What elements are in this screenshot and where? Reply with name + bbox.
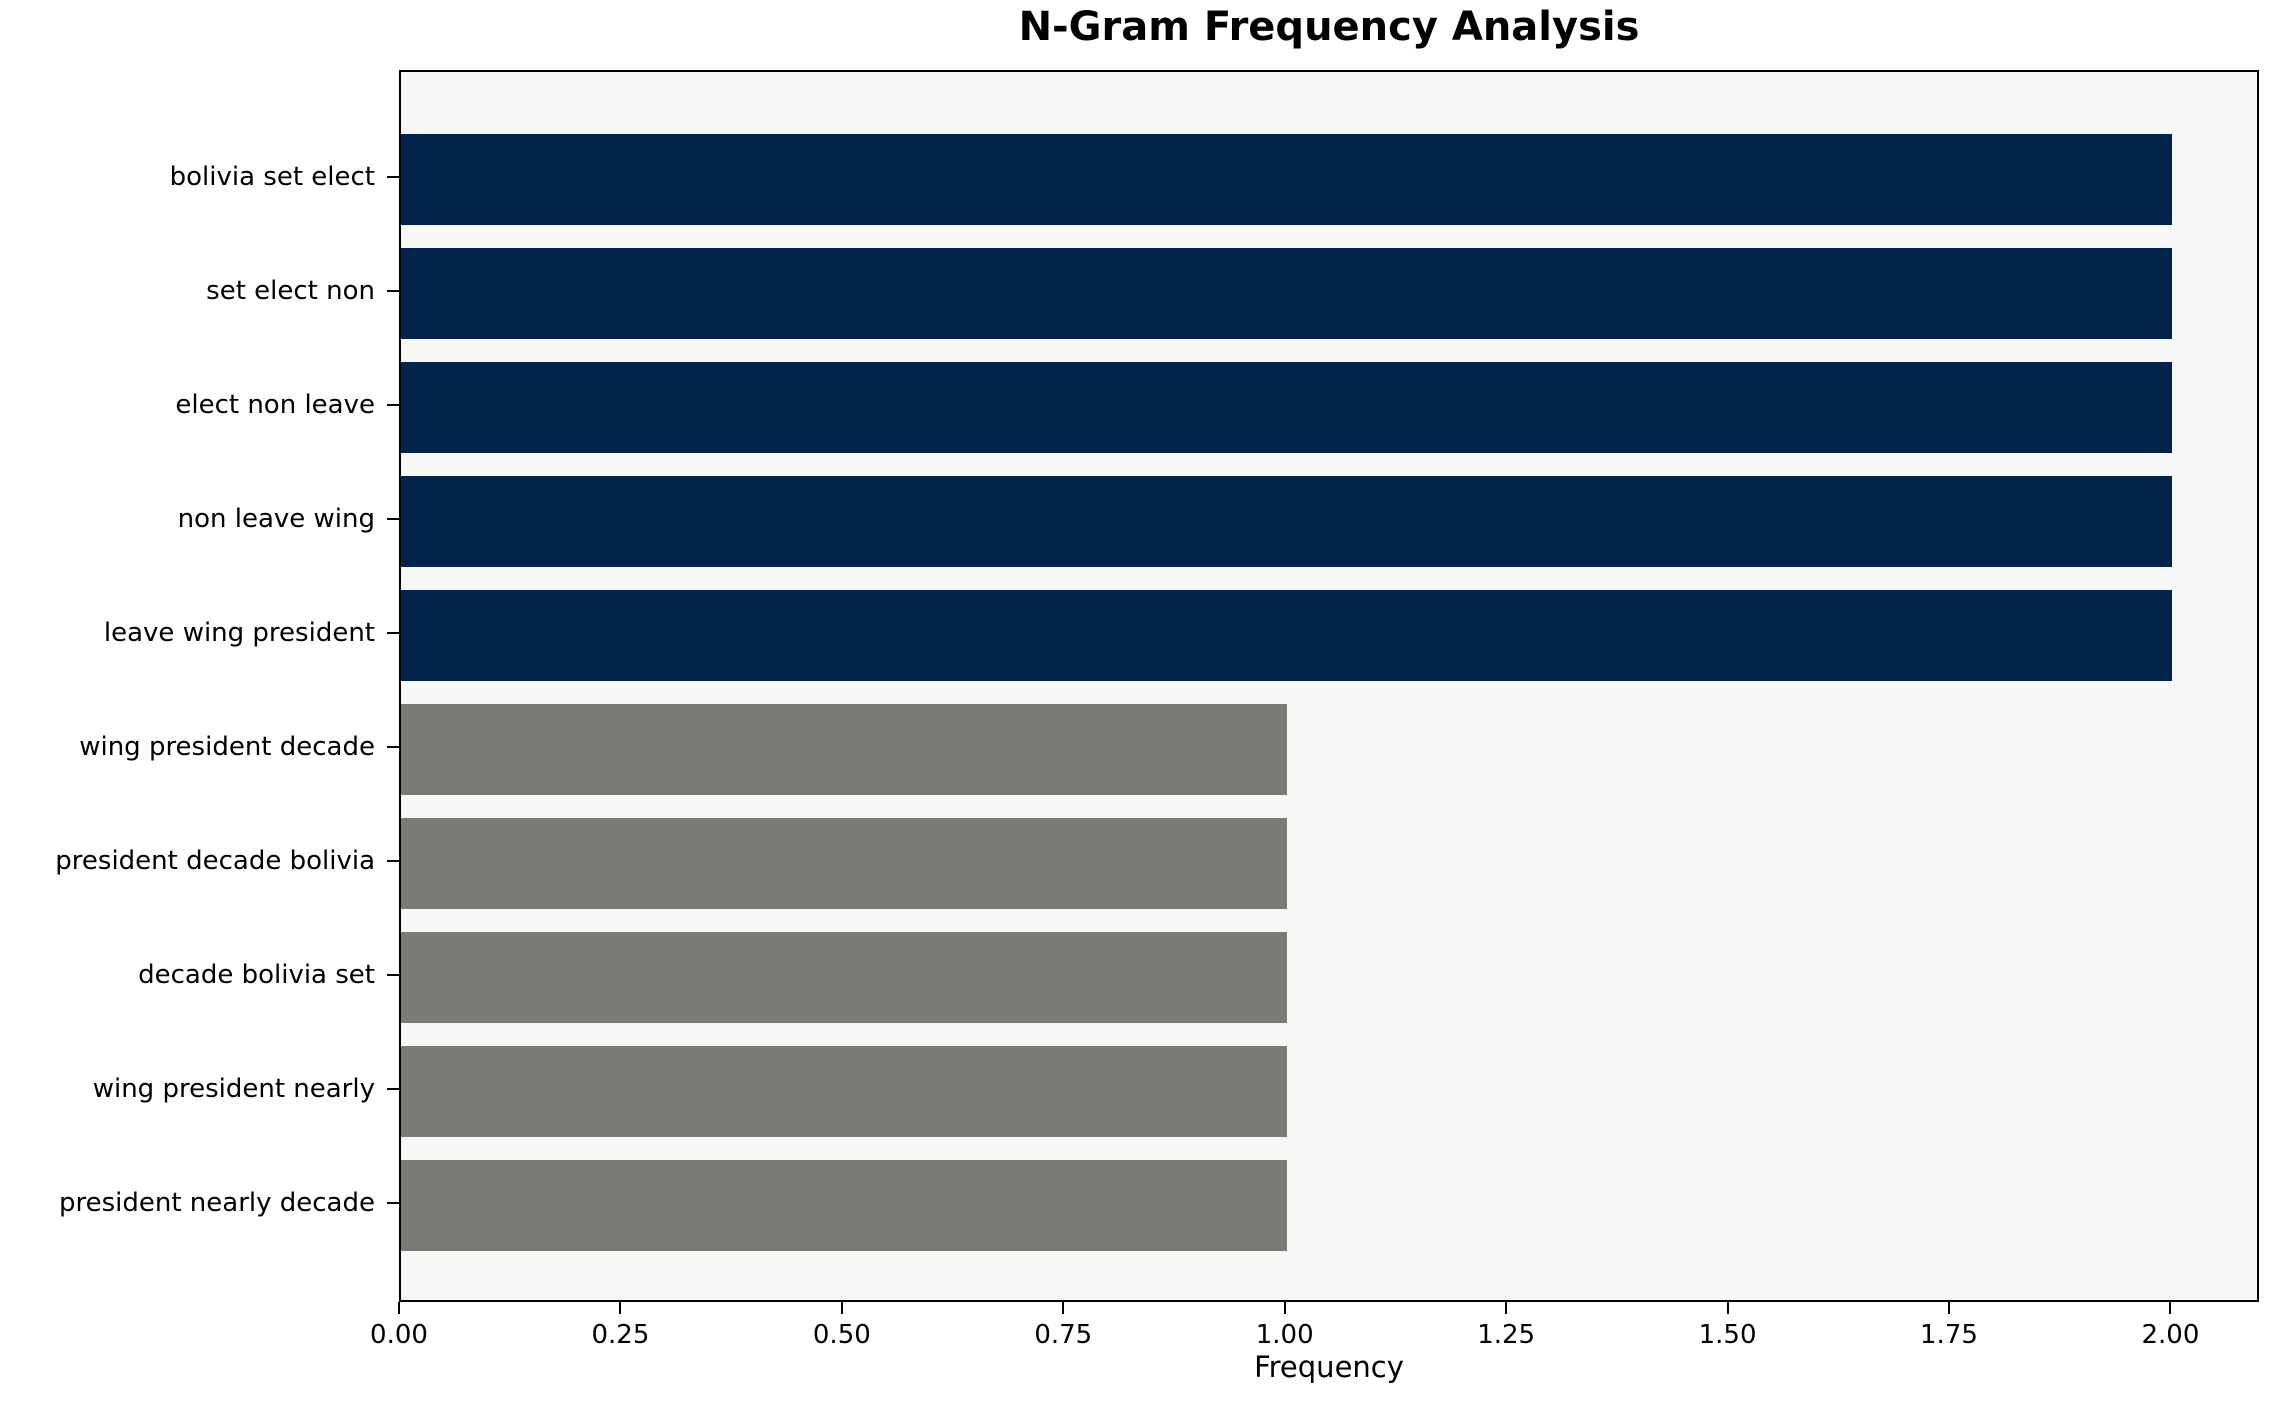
- y-tick-label: decade bolivia set: [138, 960, 375, 990]
- y-tick-mark: [387, 518, 399, 520]
- y-tick-label: president nearly decade: [58, 1188, 375, 1218]
- x-tick-mark: [1062, 1302, 1065, 1314]
- x-tick-label: 1.75: [1920, 1320, 1978, 1350]
- y-tick-mark: [387, 1202, 399, 1204]
- y-tick-mark: [387, 176, 399, 178]
- x-tick-label: 0.75: [1034, 1320, 1093, 1350]
- bar: [401, 931, 1287, 1023]
- y-tick-label: non leave wing: [177, 504, 375, 534]
- x-tick-mark: [1726, 1302, 1729, 1314]
- x-tick-mark: [619, 1302, 622, 1314]
- x-tick-label: 0.25: [591, 1320, 650, 1350]
- x-tick-mark: [840, 1302, 843, 1314]
- x-tick-label: 2.00: [2141, 1320, 2200, 1350]
- bar: [401, 133, 2173, 225]
- x-tick-mark: [2169, 1302, 2172, 1314]
- plot-area: [399, 70, 2259, 1302]
- x-tick-label: 1.00: [1255, 1320, 1314, 1350]
- y-tick-mark: [387, 632, 399, 634]
- y-tick-label: bolivia set elect: [169, 162, 375, 192]
- y-tick-mark: [387, 746, 399, 748]
- y-tick-mark: [387, 1088, 399, 1090]
- y-tick-mark: [387, 974, 399, 976]
- y-tick-label: wing president decade: [79, 732, 375, 762]
- y-tick-label: leave wing president: [103, 618, 375, 648]
- x-tick-label: 1.50: [1698, 1320, 1757, 1350]
- y-tick-label: wing president nearly: [92, 1074, 375, 1104]
- y-tick-label: elect non leave: [175, 390, 375, 420]
- chart-title: N-Gram Frequency Analysis: [1018, 4, 1640, 50]
- bar: [401, 589, 2173, 681]
- x-tick-label: 1.25: [1477, 1320, 1536, 1350]
- bar: [401, 817, 1287, 909]
- bar: [401, 361, 2173, 453]
- bar: [401, 1159, 1287, 1251]
- x-tick-mark: [1283, 1302, 1286, 1314]
- y-tick-mark: [387, 290, 399, 292]
- x-tick-mark: [1505, 1302, 1508, 1314]
- y-tick-label: president decade bolivia: [55, 846, 375, 876]
- y-tick-mark: [387, 404, 399, 406]
- bar: [401, 247, 2173, 339]
- bar: [401, 1045, 1287, 1137]
- y-tick-label: set elect non: [206, 276, 375, 306]
- x-tick-mark: [398, 1302, 400, 1314]
- x-tick-mark: [1948, 1302, 1950, 1314]
- x-tick-label: 0.50: [812, 1320, 871, 1350]
- x-axis-label: Frequency: [1254, 1350, 1404, 1384]
- bar: [401, 703, 1287, 795]
- x-tick-label: 0.00: [370, 1320, 428, 1350]
- y-tick-mark: [387, 860, 399, 862]
- bar: [401, 475, 2173, 567]
